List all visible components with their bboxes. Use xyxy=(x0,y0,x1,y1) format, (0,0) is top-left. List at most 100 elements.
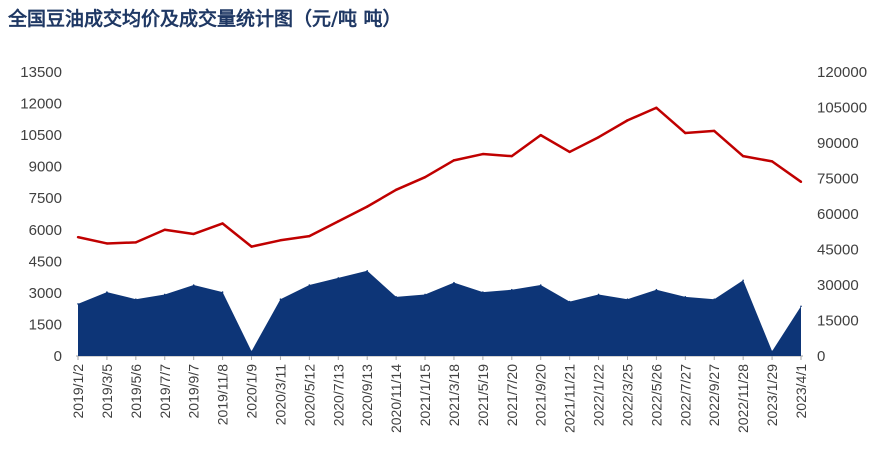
right-y-tick-label: 105000 xyxy=(817,100,867,117)
volume-point xyxy=(511,288,513,291)
x-tick-label: 2022/1/22 xyxy=(591,364,607,426)
price-point xyxy=(626,119,629,122)
right-y-tick-label: 90000 xyxy=(817,135,859,152)
price-point xyxy=(337,220,340,223)
price-point xyxy=(655,106,658,109)
price-point xyxy=(192,232,195,236)
x-tick-label: 2020/11/14 xyxy=(388,364,404,433)
price-point xyxy=(250,245,253,248)
volume-point xyxy=(337,277,340,279)
x-tick-label: 2023/1/29 xyxy=(764,364,780,426)
price-point xyxy=(713,129,716,133)
right-y-tick-label: 120000 xyxy=(817,64,867,81)
volume-point xyxy=(192,284,195,286)
right-y-tick-label: 0 xyxy=(817,348,825,365)
x-tick-label: 2021/11/21 xyxy=(562,364,578,433)
volume-point xyxy=(106,291,108,293)
x-tick-label: 2019/5/6 xyxy=(128,364,144,419)
volume-point xyxy=(742,279,744,282)
volume-point xyxy=(655,288,658,291)
right-y-tick-label: 15000 xyxy=(817,313,859,330)
volume-area-layer xyxy=(77,270,802,356)
right-y-ticks: 0 15000 30000 45000 60000 75000 90000 105000 120… xyxy=(817,64,867,365)
left-y-tick-label: 7500 xyxy=(29,190,62,207)
x-tick-label: 2021/7/20 xyxy=(504,364,520,426)
volume-point xyxy=(597,293,600,296)
x-tick-label: 2020/1/9 xyxy=(244,364,260,419)
x-tick-label: 2022/9/27 xyxy=(706,364,722,426)
x-tick-label: 2019/3/5 xyxy=(99,364,115,419)
x-tick-label: 2021/1/15 xyxy=(417,364,433,426)
volume-area xyxy=(78,270,801,356)
x-tick-label: 2021/9/20 xyxy=(533,364,549,426)
volume-point xyxy=(366,270,369,272)
price-point xyxy=(684,131,687,135)
volume-point xyxy=(163,293,166,296)
left-y-tick-label: 0 xyxy=(54,348,62,365)
price-point xyxy=(597,136,600,139)
left-y-tick-label: 12000 xyxy=(20,96,62,113)
left-y-tick-label: 13500 xyxy=(20,64,62,81)
x-tick-label: 2021/5/19 xyxy=(475,364,491,426)
price-point xyxy=(799,180,803,184)
left-y-tick-label: 3000 xyxy=(29,285,62,302)
volume-point xyxy=(713,298,716,301)
volume-point xyxy=(308,284,311,286)
price-point xyxy=(394,188,398,192)
x-tick-label: 2022/11/28 xyxy=(735,364,751,433)
right-y-tick-label: 30000 xyxy=(817,277,859,294)
x-tick-label: 2019/7/7 xyxy=(157,364,173,419)
volume-point xyxy=(800,305,802,308)
right-y-tick-label: 75000 xyxy=(817,171,859,188)
x-ticks: 2019/1/2 2019/3/5 2019/5/6 2019/7/7 2019/9/7… xyxy=(70,356,809,433)
price-point xyxy=(76,235,80,239)
volume-point xyxy=(539,284,542,286)
x-tick-label: 2019/9/7 xyxy=(186,364,202,419)
left-y-tick-label: 6000 xyxy=(29,222,62,239)
x-tick-label: 2022/7/27 xyxy=(677,364,693,426)
volume-point xyxy=(684,296,687,298)
x-tick-label: 2020/9/13 xyxy=(359,364,375,426)
left-y-ticks: 0 1500 3000 4500 6000 7500 9000 10500 12000 13500 xyxy=(20,64,62,365)
price-point xyxy=(539,133,542,137)
x-tick-label: 2023/4/1 xyxy=(793,364,809,419)
volume-point xyxy=(771,350,773,353)
volume-point xyxy=(626,298,629,301)
volume-point xyxy=(453,281,455,284)
volume-point xyxy=(77,303,79,305)
left-y-tick-label: 1500 xyxy=(29,316,62,333)
volume-point xyxy=(568,300,571,303)
x-tick-label: 2020/7/13 xyxy=(330,364,346,426)
price-point xyxy=(105,242,109,245)
price-point xyxy=(741,154,745,158)
volume-point xyxy=(279,298,282,301)
left-y-tick-label: 9000 xyxy=(29,159,62,176)
price-point xyxy=(221,222,224,225)
volume-point xyxy=(424,293,426,296)
price-point xyxy=(770,160,774,163)
price-point xyxy=(163,228,166,231)
x-tick-label: 2019/11/8 xyxy=(215,364,231,425)
volume-point xyxy=(482,291,484,293)
price-point xyxy=(366,205,369,208)
x-tick-label: 2021/3/18 xyxy=(446,364,462,426)
price-point xyxy=(423,175,427,179)
price-point xyxy=(481,152,485,156)
x-tick-label: 2020/3/11 xyxy=(272,364,288,425)
price-point xyxy=(279,239,282,242)
volume-point xyxy=(221,291,224,293)
price-point xyxy=(308,234,311,238)
x-tick-label: 2019/1/2 xyxy=(70,364,86,419)
left-y-tick-label: 4500 xyxy=(29,253,62,270)
x-tick-label: 2020/5/12 xyxy=(301,364,317,426)
volume-point xyxy=(250,350,253,353)
price-point xyxy=(452,159,456,162)
left-y-tick-label: 10500 xyxy=(20,127,62,144)
price-point xyxy=(510,154,513,158)
chart-title: 全国豆油成交均价及成交量统计图（元/吨 吨） xyxy=(8,8,402,30)
right-y-tick-label: 60000 xyxy=(817,206,859,223)
price-point xyxy=(134,241,138,244)
price-line-layer xyxy=(76,106,803,248)
volume-point xyxy=(135,298,137,301)
